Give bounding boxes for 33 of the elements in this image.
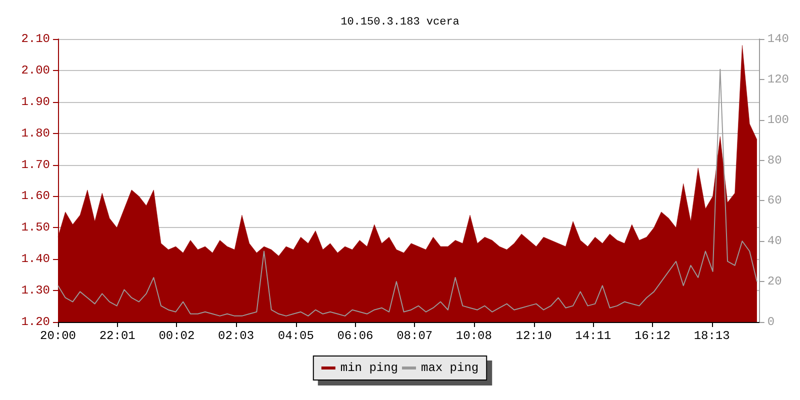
x-tick-label: 18:13 xyxy=(694,329,730,343)
y-tick-label: 1.50 xyxy=(21,220,50,235)
legend-label: max ping xyxy=(421,361,479,375)
y-tick-label: 1.30 xyxy=(21,284,50,298)
x-tick-label: 02:03 xyxy=(218,329,254,343)
y2-tick-label: 120 xyxy=(767,72,790,86)
y2-tick-label: 140 xyxy=(767,32,790,46)
y-tick-label: 1.80 xyxy=(21,126,50,140)
y2-tick-label: 0 xyxy=(767,315,775,329)
x-tick-label: 16:12 xyxy=(634,329,670,343)
y-tick-label: 1.40 xyxy=(21,252,50,266)
chart-title: 10.150.3.183 vcera xyxy=(340,16,460,28)
y2-tick-label: 80 xyxy=(767,153,782,168)
y-tick-label: 2.00 xyxy=(21,63,50,78)
x-tick-label: 22:01 xyxy=(99,329,136,343)
y-tick-label: 1.20 xyxy=(21,315,50,329)
y-tick-label: 1.70 xyxy=(21,158,50,172)
y2-tick-label: 20 xyxy=(767,274,782,289)
x-tick-label: 00:02 xyxy=(158,329,195,343)
legend-label: min ping xyxy=(340,361,398,375)
x-tick-label: 14:11 xyxy=(575,329,612,343)
x-tick-label: 12:10 xyxy=(516,329,552,343)
y2-tick-label: 40 xyxy=(767,234,782,248)
y2-tick-label: 60 xyxy=(767,194,782,208)
y2-tick-label: 100 xyxy=(767,112,790,127)
y-tick-label: 2.10 xyxy=(21,32,50,46)
x-tick-label: 06:06 xyxy=(337,329,374,343)
x-tick-label: 20:00 xyxy=(40,329,76,343)
x-tick-label: 08:07 xyxy=(396,329,433,343)
x-tick-label: 04:05 xyxy=(278,329,314,343)
y-tick-label: 1.60 xyxy=(21,189,50,204)
y-tick-label: 1.90 xyxy=(21,94,50,109)
x-tick-label: 10:08 xyxy=(456,329,492,343)
